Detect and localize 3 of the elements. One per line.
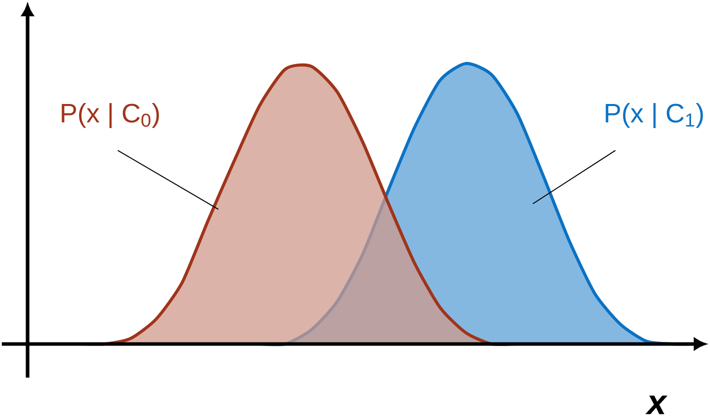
text: P(x | C$_{0}$) bbox=[62, 103, 159, 128]
x-axis-title: x bbox=[645, 396, 668, 414]
text: P(x | C$_{1}$) bbox=[606, 103, 703, 128]
